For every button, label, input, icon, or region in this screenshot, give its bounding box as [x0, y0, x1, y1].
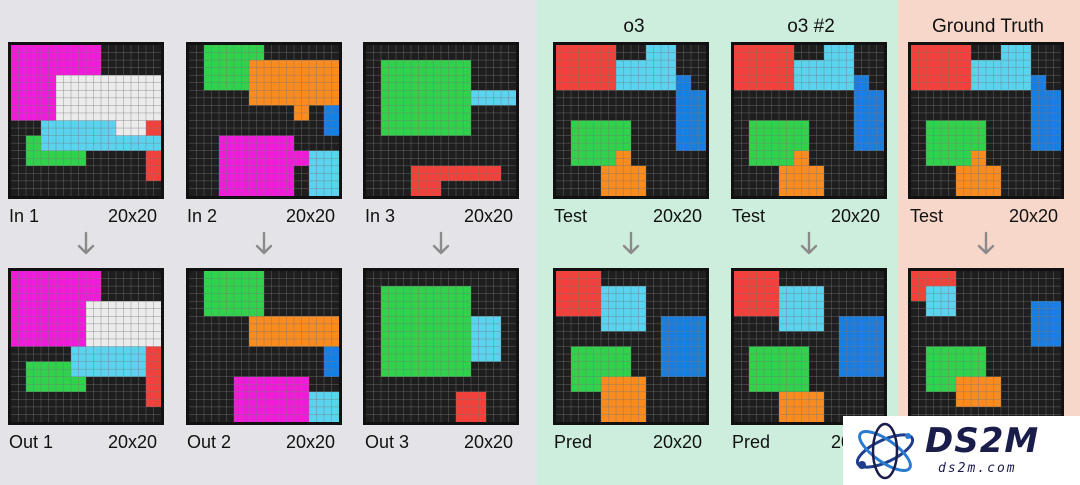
down-arrow-icon	[255, 231, 273, 255]
grid-canvas	[911, 45, 1061, 196]
grid-pred-o3-2	[731, 268, 887, 425]
size-in-1: 20x20	[108, 206, 158, 226]
grid-canvas	[366, 271, 516, 422]
grid-canvas	[556, 271, 706, 422]
label-in-3: In 3	[365, 206, 396, 226]
size-test-o3-2: 20x20	[831, 206, 881, 226]
grid-canvas	[11, 45, 161, 196]
label-test-o3-2: Test	[732, 206, 766, 226]
atom-logo-icon	[855, 422, 915, 480]
size-in-3: 20x20	[464, 206, 514, 226]
down-arrow-icon	[77, 231, 95, 255]
size-test-o3: 20x20	[653, 206, 703, 226]
grid-canvas	[189, 271, 339, 422]
down-arrow-icon	[432, 231, 450, 255]
watermark-box	[843, 416, 1080, 485]
label-out-1: Out 1	[9, 432, 54, 452]
size-in-2: 20x20	[286, 206, 336, 226]
size-test-ground-truth: 20x20	[1009, 206, 1059, 226]
grid-in-1	[8, 42, 164, 199]
title-o3: o3	[623, 16, 645, 37]
title-o3-2: o3 #2	[787, 16, 835, 37]
grid-out-1	[8, 268, 164, 425]
size-out-2: 20x20	[286, 432, 336, 452]
down-arrow-icon	[622, 231, 640, 255]
size-out-3: 20x20	[464, 432, 514, 452]
grid-canvas	[189, 45, 339, 196]
grid-out-3	[363, 268, 519, 425]
label-out-2: Out 2	[187, 432, 232, 452]
grid-test-ground-truth	[908, 42, 1064, 199]
label-out-3: Out 3	[365, 432, 410, 452]
grid-canvas	[734, 45, 884, 196]
label-pred-o3: Pred	[554, 432, 593, 452]
grid-canvas	[11, 271, 161, 422]
label-test-ground-truth: Test	[910, 206, 944, 226]
grid-canvas	[911, 271, 1061, 422]
size-pred-o3: 20x20	[653, 432, 703, 452]
grid-in-3	[363, 42, 519, 199]
grid-out-2	[186, 268, 342, 425]
down-arrow-icon	[977, 231, 995, 255]
label-in-2: In 2	[187, 206, 218, 226]
grid-test-o3-2	[731, 42, 887, 199]
grid-pred-o3	[553, 268, 709, 425]
grid-canvas	[556, 45, 706, 196]
label-pred-o3-2: Pred	[732, 432, 771, 452]
watermark-title: DS2M	[925, 421, 1040, 461]
label-test-o3: Test	[554, 206, 588, 226]
watermark-subtitle: ds2m.com	[938, 461, 1017, 476]
grid-canvas	[366, 45, 516, 196]
down-arrow-icon	[800, 231, 818, 255]
size-out-1: 20x20	[108, 432, 158, 452]
label-in-1: In 1	[9, 206, 40, 226]
grid-in-2	[186, 42, 342, 199]
grid-test-o3	[553, 42, 709, 199]
title-ground-truth: Ground Truth	[932, 16, 1044, 37]
grid-canvas	[734, 271, 884, 422]
grid-pred-ground-truth	[908, 268, 1064, 425]
